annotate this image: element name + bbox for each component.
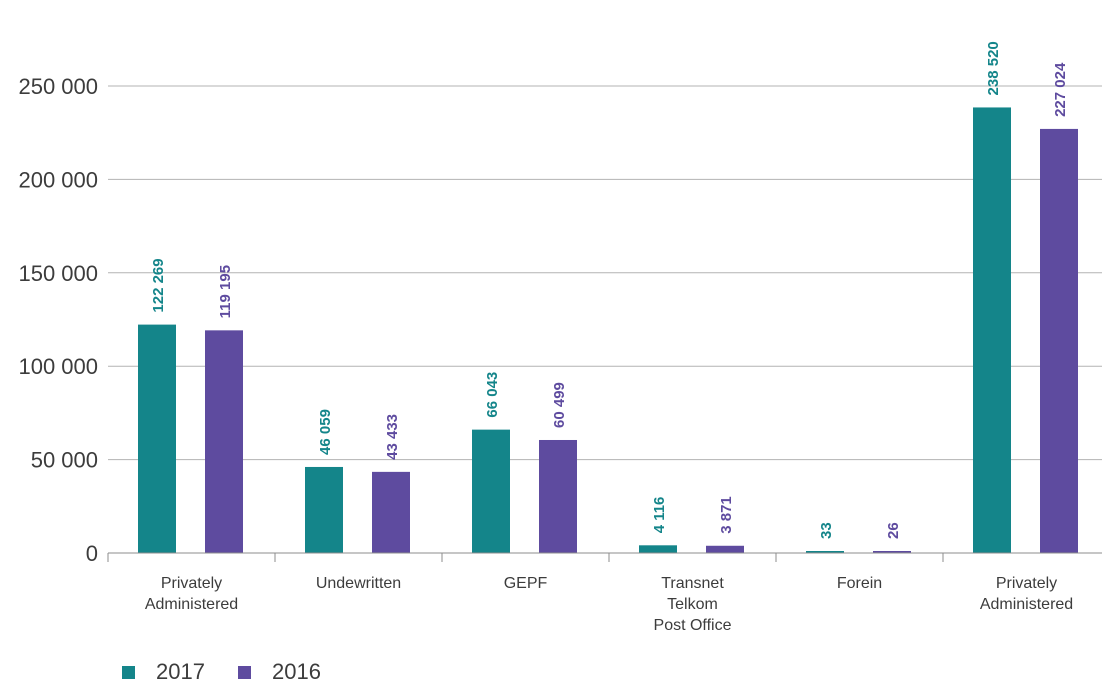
data-label: 60 499	[551, 382, 568, 428]
bar-2017	[472, 429, 510, 553]
category-label: Forein	[837, 575, 882, 592]
legend-swatch	[238, 666, 251, 679]
category-label: GEPF	[504, 575, 548, 592]
x-axis	[107, 552, 1102, 562]
category-label: Privately	[161, 575, 222, 592]
data-label: 4 116	[651, 497, 668, 534]
data-label: 238 520	[985, 41, 1002, 95]
data-label: 43 433	[384, 414, 401, 460]
bar-2016	[706, 545, 744, 553]
data-label: 66 043	[484, 372, 501, 418]
data-label: 119 195	[217, 265, 234, 318]
bar-2016	[873, 551, 911, 553]
category-label: Administered	[145, 596, 238, 613]
data-label: 46 059	[317, 409, 334, 455]
bar-2016	[372, 471, 410, 553]
y-tick-label: 50 000	[31, 448, 98, 473]
data-label: 33	[818, 522, 835, 539]
category-label: Administered	[980, 596, 1073, 613]
y-tick-label: 200 000	[18, 167, 98, 192]
data-label: 122 269	[150, 258, 167, 312]
y-tick-label: 0	[86, 541, 98, 566]
category-labels: Privately Administered Undewritten GEPF Tran…	[145, 575, 1073, 634]
bar-2016	[539, 439, 577, 553]
data-labels: 122 269 119 195 46 059 43 433 66 043 60 499 4 …	[150, 41, 1069, 539]
legend-swatch	[122, 666, 135, 679]
legend: 2017 2016	[122, 659, 321, 682]
gridlines	[108, 85, 1102, 461]
data-label: 26	[885, 522, 902, 539]
legend-label: 2017	[156, 659, 205, 682]
data-label: 3 871	[718, 496, 735, 534]
legend-label: 2016	[272, 659, 321, 682]
y-tick-label: 100 000	[18, 354, 98, 379]
category-label: Telkom	[667, 596, 718, 613]
bar-2017	[305, 466, 343, 553]
bar-2017	[639, 545, 677, 553]
bar-2016	[1040, 128, 1078, 553]
category-label: Transnet	[661, 575, 724, 592]
bar-2016	[205, 330, 243, 553]
category-label: Post Office	[654, 617, 732, 634]
bar-2017	[806, 551, 844, 553]
y-axis: 0 50 000 100 000 150 000 200 000 250 000	[18, 74, 98, 566]
y-tick-label: 150 000	[18, 261, 98, 286]
category-label: Undewritten	[316, 575, 401, 592]
category-label: Privately	[996, 575, 1057, 592]
bar-2017	[973, 107, 1011, 553]
bars	[138, 107, 1078, 553]
bar-2017	[138, 324, 176, 553]
data-label: 227 024	[1052, 62, 1069, 117]
y-tick-label: 250 000	[18, 74, 98, 99]
